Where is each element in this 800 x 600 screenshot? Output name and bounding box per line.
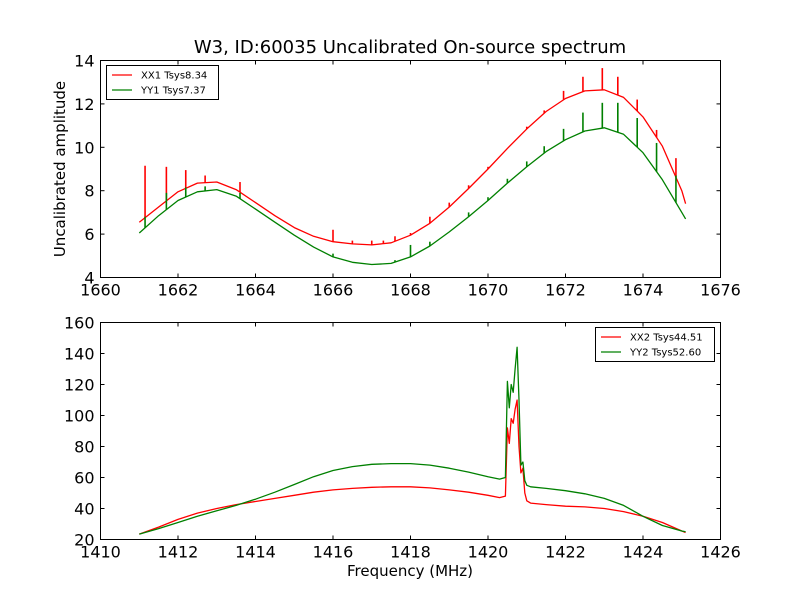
bottom-ytick-label: 20 <box>74 531 94 550</box>
top-ytick-label: 8 <box>84 182 94 201</box>
legend-label-yy1: YY1 Tsys7.37 <box>140 86 206 97</box>
top-ytick-label: 14 <box>74 52 94 71</box>
bottom-panel-ticks: 1410 1412 1414 1416 1418 1420 1422 1424 1426 20 40… <box>64 314 741 562</box>
top-xtick-label: 1670 <box>468 281 509 300</box>
bottom-xtick-label: 1420 <box>468 543 509 562</box>
top-ytick-label: 10 <box>74 138 94 157</box>
top-panel-legend: XX1 Tsys8.34 YY1 Tsys7.37 <box>106 65 219 100</box>
top-xtick-label: 1664 <box>235 281 276 300</box>
chart-title: W3, ID:60035 Uncalibrated On-source spec… <box>194 37 626 58</box>
bottom-ytick-label: 120 <box>64 376 95 395</box>
bottom-xtick-label: 1416 <box>313 543 354 562</box>
top-xtick-label: 1660 <box>80 281 121 300</box>
bottom-ytick-label: 80 <box>74 438 94 457</box>
bottom-ytick-label: 140 <box>64 345 95 364</box>
top-xtick-label: 1672 <box>545 281 586 300</box>
bottom-xtick-label: 1422 <box>545 543 586 562</box>
top-xtick-label: 1668 <box>390 281 431 300</box>
top-series-line-0 <box>138 89 687 246</box>
bottom-panel-lines <box>139 346 686 535</box>
bottom-xtick-label: 1426 <box>700 543 741 562</box>
bottom-ytick-label: 160 <box>64 314 95 333</box>
bottom-xtick-label: 1410 <box>80 543 121 562</box>
top-ytick-label: 12 <box>74 95 94 114</box>
top-xtick-label: 1662 <box>158 281 199 300</box>
bottom-series-line-1 <box>139 346 686 535</box>
top-ytick-label: 6 <box>84 225 94 244</box>
bottom-ytick-label: 100 <box>64 407 95 426</box>
top-ytick-label: 4 <box>84 269 94 288</box>
top-xtick-label: 1666 <box>313 281 354 300</box>
top-xtick-label: 1676 <box>700 281 741 300</box>
top-panel-lines <box>138 68 687 266</box>
bottom-xtick-label: 1424 <box>623 543 664 562</box>
top-series-line-1 <box>138 127 687 266</box>
top-xtick-label: 1674 <box>623 281 664 300</box>
bottom-panel-legend: XX2 Tsys44.51 YY2 Tsys52.60 <box>595 327 715 362</box>
bottom-xtick-label: 1412 <box>158 543 199 562</box>
bottom-ytick-label: 40 <box>74 500 94 519</box>
bottom-series-line-0 <box>139 399 686 535</box>
top-panel-ylabel: Uncalibrated amplitude <box>51 81 69 257</box>
bottom-panel-xlabel: Frequency (MHz) <box>347 562 473 580</box>
bottom-panel: 1410 1412 1414 1416 1418 1420 1422 1424 1426 20 40… <box>64 314 741 581</box>
bottom-ytick-label: 60 <box>74 469 94 488</box>
legend-label-xx1: XX1 Tsys8.34 <box>141 71 207 82</box>
top-panel: 1660 1662 1664 1666 1668 1670 1672 1674 1676 4 6 8 1… <box>51 52 741 300</box>
legend-label-yy2: YY2 Tsys52.60 <box>629 348 701 359</box>
bottom-xtick-label: 1414 <box>235 543 276 562</box>
top-panel-ticks: 1660 1662 1664 1666 1668 1670 1672 1674 1676 4 6 8 1… <box>74 52 741 300</box>
legend-label-xx2: XX2 Tsys44.51 <box>630 333 703 344</box>
bottom-xtick-label: 1418 <box>390 543 431 562</box>
